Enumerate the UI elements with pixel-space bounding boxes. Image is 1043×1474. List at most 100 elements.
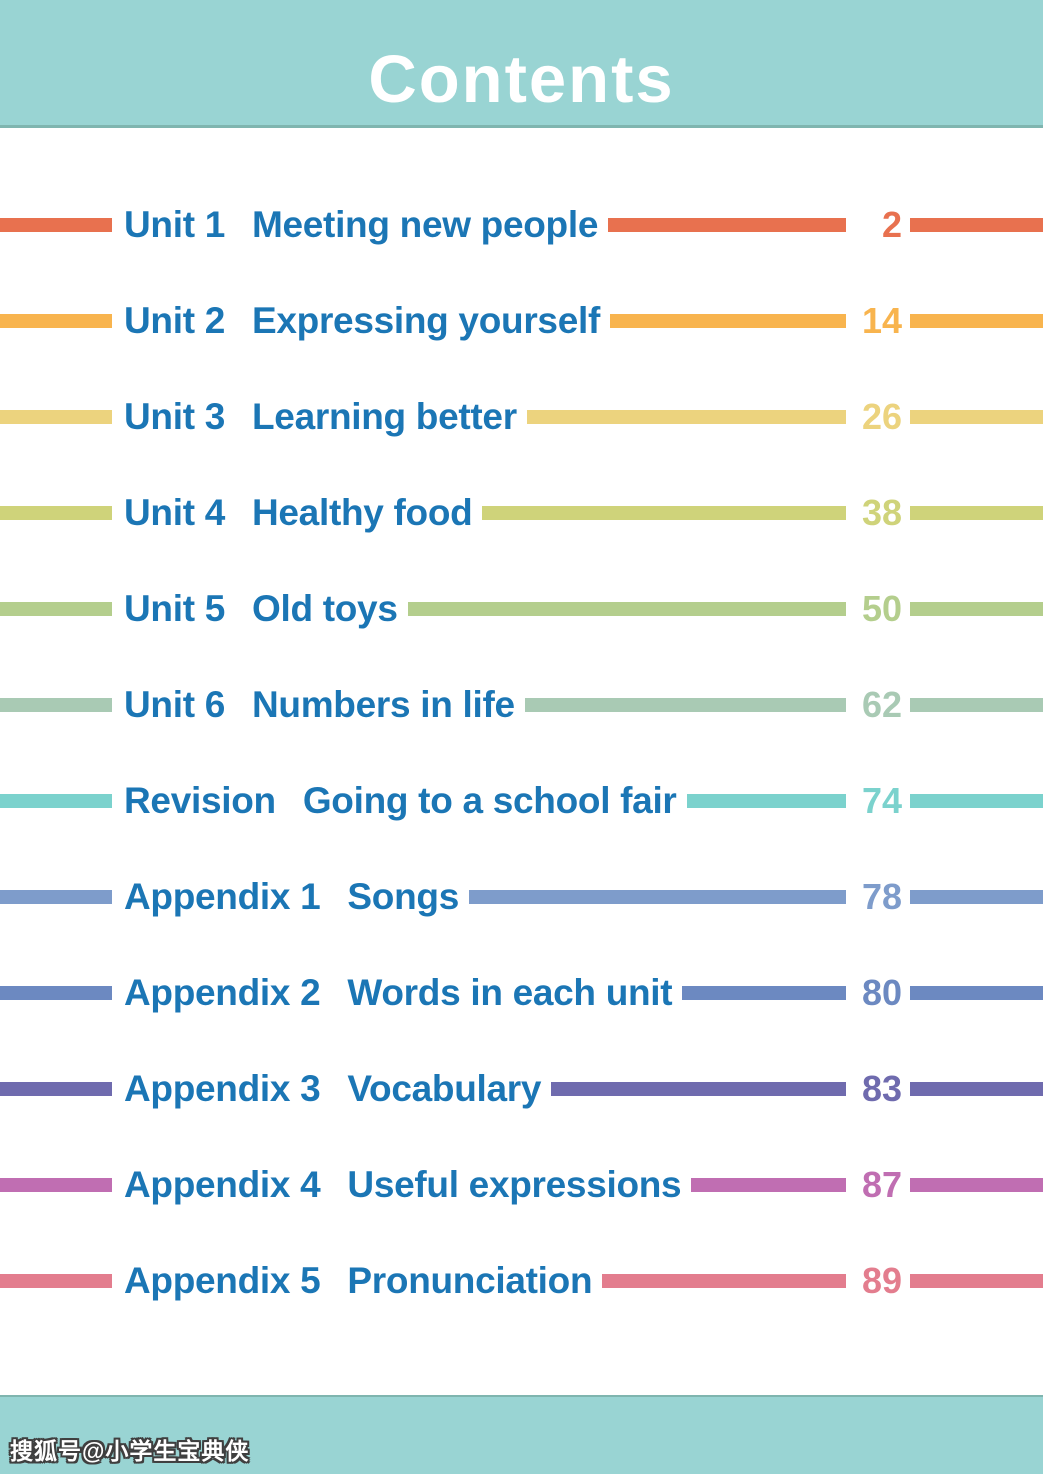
toc-entry-unit-4: Unit 4 Healthy food 38 — [0, 465, 1043, 561]
entry-leader-bar — [602, 1274, 846, 1288]
toc-entry-unit-5: Unit 5 Old toys 50 — [0, 561, 1043, 657]
entry-name: Healthy food — [251, 492, 473, 533]
entry-title: Appendix 5 Pronunciation — [124, 1260, 593, 1302]
entry-label: Unit 6 — [124, 684, 225, 725]
entry-right-bar — [910, 794, 1043, 808]
entry-leader-bar — [526, 410, 846, 424]
toc-entry-appendix-5: Appendix 5 Pronunciation 89 — [0, 1233, 1043, 1329]
entry-page-number: 80 — [861, 972, 902, 1013]
entry-right-bar — [910, 602, 1043, 616]
toc-entry-appendix-4: Appendix 4 Useful expressions 87 — [0, 1137, 1043, 1233]
entry-page-number: 78 — [861, 876, 902, 917]
entry-name: Pronunciation — [347, 1260, 593, 1301]
entry-left-bar — [0, 794, 112, 808]
entry-page-number: 89 — [861, 1260, 902, 1301]
entry-title: Unit 6 Numbers in life — [124, 684, 515, 726]
entry-right-bar — [910, 890, 1043, 904]
entry-label: Appendix 2 — [124, 972, 321, 1013]
entry-page-number: 83 — [861, 1068, 902, 1109]
entry-leader-bar — [468, 890, 846, 904]
entry-right-bar — [910, 1082, 1043, 1096]
entry-leader-bar — [524, 698, 846, 712]
entry-page-number: 2 — [881, 204, 902, 245]
toc-entry-unit-1: Unit 1 Meeting new people 2 — [0, 177, 1043, 273]
entry-title: Appendix 3 Vocabulary — [124, 1068, 541, 1110]
entry-right-bar — [910, 1274, 1043, 1288]
toc-entry-unit-6: Unit 6 Numbers in life 62 — [0, 657, 1043, 753]
entry-leader-bar — [407, 602, 846, 616]
entry-label: Unit 1 — [124, 204, 225, 245]
entry-right-bar — [910, 410, 1043, 424]
page-footer-band — [0, 1395, 1043, 1474]
toc-entry-appendix-2: Appendix 2 Words in each unit 80 — [0, 945, 1043, 1041]
entry-left-bar — [0, 506, 112, 520]
entry-title: Unit 2 Expressing yourself — [124, 300, 600, 342]
entry-name: Meeting new people — [251, 204, 599, 245]
page-title: Contents — [368, 42, 675, 117]
entry-left-bar — [0, 890, 112, 904]
entry-page-number: 26 — [861, 396, 902, 437]
entry-page-number: 14 — [861, 300, 902, 341]
entry-title: Unit 3 Learning better — [124, 396, 517, 438]
entry-title: Unit 5 Old toys — [124, 588, 398, 630]
entry-page-number: 62 — [861, 684, 902, 725]
entry-label: Revision — [124, 780, 276, 821]
entry-name: Learning better — [251, 396, 517, 437]
entry-right-bar — [910, 506, 1043, 520]
entry-page-number: 38 — [861, 492, 902, 533]
entry-name: Vocabulary — [347, 1068, 542, 1109]
page-header-band: Contents — [0, 0, 1043, 128]
entry-label: Appendix 5 — [124, 1260, 321, 1301]
entry-label: Unit 5 — [124, 588, 225, 629]
toc-entry-appendix-3: Appendix 3 Vocabulary 83 — [0, 1041, 1043, 1137]
entry-label: Appendix 3 — [124, 1068, 321, 1109]
entry-leader-bar — [686, 794, 846, 808]
watermark-text: 搜狐号@小学生宝典侠 — [10, 1438, 250, 1464]
entry-label: Unit 4 — [124, 492, 225, 533]
entry-left-bar — [0, 602, 112, 616]
entry-left-bar — [0, 1178, 112, 1192]
entry-right-bar — [910, 218, 1043, 232]
entry-name: Useful expressions — [347, 1164, 682, 1205]
table-of-contents: Unit 1 Meeting new people 2 Unit 2 Express… — [0, 128, 1043, 1329]
entry-leader-bar — [691, 1178, 846, 1192]
entry-name: Numbers in life — [251, 684, 515, 725]
entry-leader-bar — [682, 986, 846, 1000]
entry-left-bar — [0, 986, 112, 1000]
entry-right-bar — [910, 1178, 1043, 1192]
entry-label: Appendix 4 — [124, 1164, 321, 1205]
entry-page-number: 74 — [861, 780, 902, 821]
entry-right-bar — [910, 314, 1043, 328]
entry-title: Unit 1 Meeting new people — [124, 204, 598, 246]
entry-title: Appendix 2 Words in each unit — [124, 972, 673, 1014]
entry-right-bar — [910, 698, 1043, 712]
entry-name: Songs — [347, 876, 459, 917]
entry-title: Appendix 1 Songs — [124, 876, 459, 918]
entry-leader-bar — [482, 506, 846, 520]
entry-title: Appendix 4 Useful expressions — [124, 1164, 682, 1206]
toc-entry-revision: Revision Going to a school fair 74 — [0, 753, 1043, 849]
entry-title: Revision Going to a school fair — [124, 780, 677, 822]
entry-left-bar — [0, 1274, 112, 1288]
entry-label: Unit 2 — [124, 300, 225, 341]
entry-label: Appendix 1 — [124, 876, 321, 917]
entry-name: Old toys — [251, 588, 398, 629]
entry-name: Going to a school fair — [302, 780, 677, 821]
entry-name: Words in each unit — [347, 972, 673, 1013]
entry-title: Unit 4 Healthy food — [124, 492, 473, 534]
entry-leader-bar — [609, 314, 846, 328]
entry-leader-bar — [551, 1082, 846, 1096]
entry-label: Unit 3 — [124, 396, 225, 437]
toc-entry-appendix-1: Appendix 1 Songs 78 — [0, 849, 1043, 945]
toc-entry-unit-2: Unit 2 Expressing yourself 14 — [0, 273, 1043, 369]
entry-left-bar — [0, 314, 112, 328]
entry-page-number: 87 — [861, 1164, 902, 1205]
entry-left-bar — [0, 218, 112, 232]
entry-left-bar — [0, 410, 112, 424]
entry-right-bar — [910, 986, 1043, 1000]
entry-left-bar — [0, 1082, 112, 1096]
entry-left-bar — [0, 698, 112, 712]
entry-page-number: 50 — [861, 588, 902, 629]
entry-name: Expressing yourself — [251, 300, 600, 341]
toc-entry-unit-3: Unit 3 Learning better 26 — [0, 369, 1043, 465]
